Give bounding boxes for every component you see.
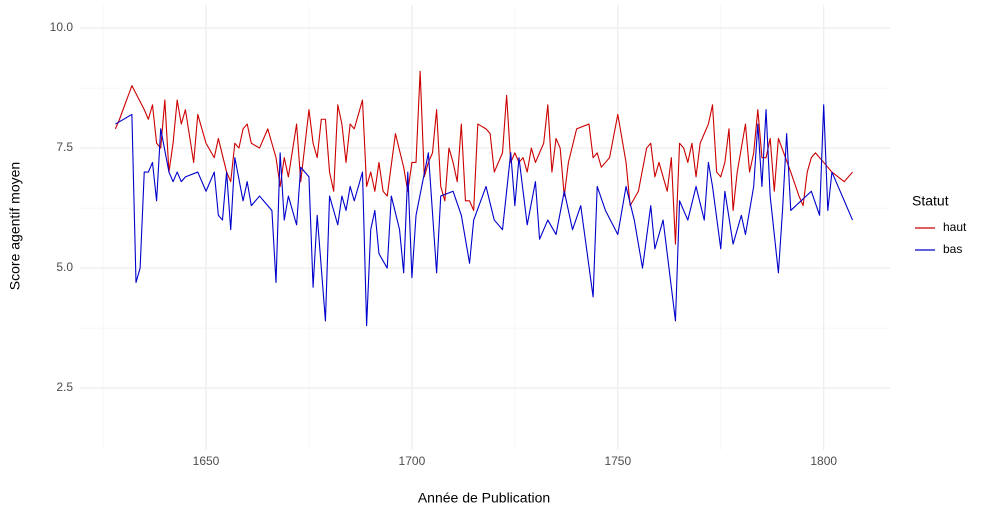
y-tick-label: 2.5 [56,380,73,394]
x-axis-title: Année de Publication [418,490,550,506]
y-axis-title: Score agentif moyen [7,162,23,290]
legend-label: haut [943,220,967,234]
series-line [115,104,854,327]
y-tick-label: 10.0 [50,20,74,34]
y-tick-label: 5.0 [56,260,73,274]
x-tick-label: 1750 [604,454,631,468]
x-tick-label: 1800 [810,454,837,468]
y-tick-label: 7.5 [56,140,73,154]
series-line [114,70,853,245]
legend-title: Statut [912,193,949,209]
legend-label: bas [943,242,962,256]
grid [80,5,890,450]
x-tick-label: 1700 [399,454,426,468]
x-tick-label: 1650 [193,454,220,468]
